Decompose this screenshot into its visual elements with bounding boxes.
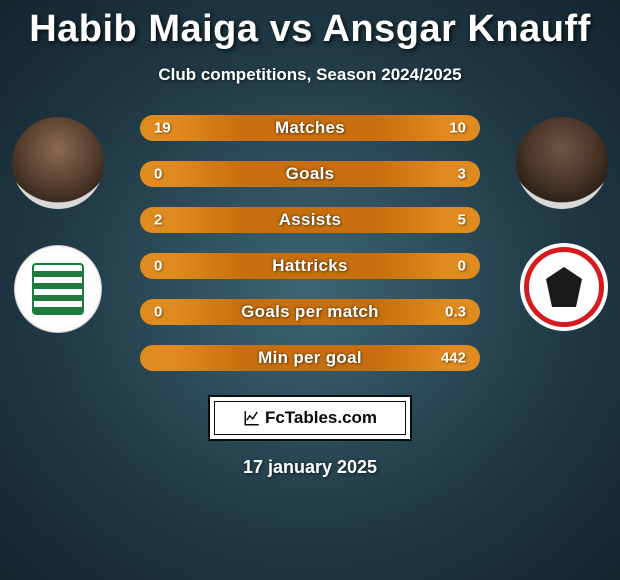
player-left-avatar-img xyxy=(12,117,104,209)
stat-value-right: 0.3 xyxy=(445,304,466,321)
snapshot-date: 17 january 2025 xyxy=(0,457,620,478)
stat-label: Goals xyxy=(286,164,335,184)
club-right-crest xyxy=(520,243,608,331)
stat-value-left: 0 xyxy=(154,258,162,275)
club-right-crest-ring xyxy=(524,247,604,327)
stat-value-right: 442 xyxy=(441,350,466,367)
stat-value-left: 0 xyxy=(154,166,162,183)
eagle-icon xyxy=(544,267,584,307)
stat-label: Goals per match xyxy=(241,302,379,322)
stat-value-right: 10 xyxy=(449,120,466,137)
player-right-avatar xyxy=(516,117,608,209)
stat-value-left: 0 xyxy=(154,304,162,321)
stat-bar: 0 Hattricks 0 xyxy=(140,253,480,279)
stat-label: Min per goal xyxy=(258,348,362,368)
branding-badge: FcTables.com xyxy=(208,395,412,441)
comparison-title: Habib Maiga vs Ansgar Knauff xyxy=(0,0,620,51)
stat-value-right: 0 xyxy=(458,258,466,275)
stat-label: Matches xyxy=(275,118,345,138)
stat-bar: 0 Goals 3 xyxy=(140,161,480,187)
stat-bar: 19 Matches 10 xyxy=(140,115,480,141)
stat-label: Hattricks xyxy=(272,256,347,276)
stat-value-right: 3 xyxy=(458,166,466,183)
stat-value-left: 2 xyxy=(154,212,162,229)
stat-bar: 2 Assists 5 xyxy=(140,207,480,233)
player-right-avatar-img xyxy=(516,117,608,209)
club-left-crest xyxy=(14,245,102,333)
branding-text: FcTables.com xyxy=(265,408,377,428)
content-area: 19 Matches 10 0 Goals 3 2 Assists 5 0 Hattricks 0 0 G… xyxy=(0,115,620,371)
club-left-crest-icon xyxy=(32,263,84,315)
comparison-subtitle: Club competitions, Season 2024/2025 xyxy=(0,65,620,85)
chart-line-icon xyxy=(243,409,261,427)
stat-bar: Min per goal 442 xyxy=(140,345,480,371)
player-left-avatar xyxy=(12,117,104,209)
stat-label: Assists xyxy=(279,210,342,230)
stat-bars: 19 Matches 10 0 Goals 3 2 Assists 5 0 Hattricks 0 0 G… xyxy=(140,115,480,371)
stat-bar: 0 Goals per match 0.3 xyxy=(140,299,480,325)
stat-value-left: 19 xyxy=(154,120,171,137)
stat-value-right: 5 xyxy=(458,212,466,229)
